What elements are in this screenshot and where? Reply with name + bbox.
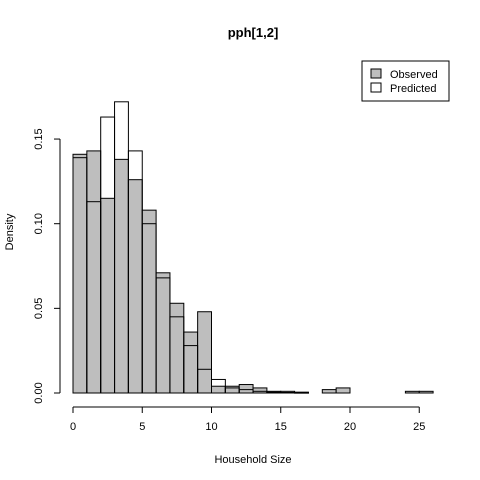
x-tick-label: 0: [70, 421, 76, 433]
x-axis-label: Household Size: [214, 454, 291, 466]
bar-observed-2: [100, 197, 116, 394]
bar-observed-13: [252, 387, 268, 394]
legend-box: [361, 60, 450, 102]
bar-observed-12: [238, 384, 254, 394]
bar-observed-10: [211, 385, 226, 394]
bar-predicted-16: [294, 392, 309, 394]
bar-predicted-10: [211, 378, 226, 394]
legend-swatch-observed: [370, 68, 382, 79]
bar-observed-25: [418, 390, 434, 394]
bar-observed-11: [224, 385, 240, 394]
bar-observed-0: [72, 153, 88, 394]
x-tick-label: 5: [139, 421, 145, 433]
y-tick-label: 0.15: [33, 128, 45, 149]
bar-observed-9: [197, 311, 212, 394]
bar-predicted-15: [280, 391, 296, 394]
bar-observed-5: [141, 209, 157, 394]
chart-title: pph[1,2]: [228, 25, 279, 40]
bar-observed-4: [127, 179, 143, 394]
bar-observed-18: [321, 389, 337, 394]
bar-observed-24: [404, 390, 420, 394]
bars-group: [72, 101, 434, 394]
x-tick-label: 25: [413, 421, 425, 433]
bar-observed-6: [155, 272, 171, 394]
y-axis-label: Density: [4, 213, 16, 250]
x-axis: 0 5 10 15 20 25: [70, 406, 425, 433]
bar-observed-3: [114, 158, 129, 394]
x-tick-label: 15: [275, 421, 287, 433]
y-tick-label: 0.10: [33, 213, 45, 234]
y-tick-label: 0.05: [33, 298, 45, 319]
bar-predicted-14: [266, 391, 282, 394]
bar-observed-8: [183, 331, 199, 394]
x-tick-label: 20: [344, 421, 356, 433]
legend-swatch-predicted: [370, 82, 382, 93]
bar-observed-19: [335, 387, 351, 394]
legend-label-predicted: Predicted: [390, 83, 436, 95]
legend-label-observed: Observed: [390, 69, 438, 81]
x-tick-label: 10: [205, 421, 217, 433]
y-axis: 0.00 0.05 0.10 0.15: [33, 128, 61, 404]
bar-observed-1: [86, 150, 102, 394]
y-tick-label: 0.00: [33, 382, 45, 403]
legend: Observed Predicted: [361, 60, 450, 102]
